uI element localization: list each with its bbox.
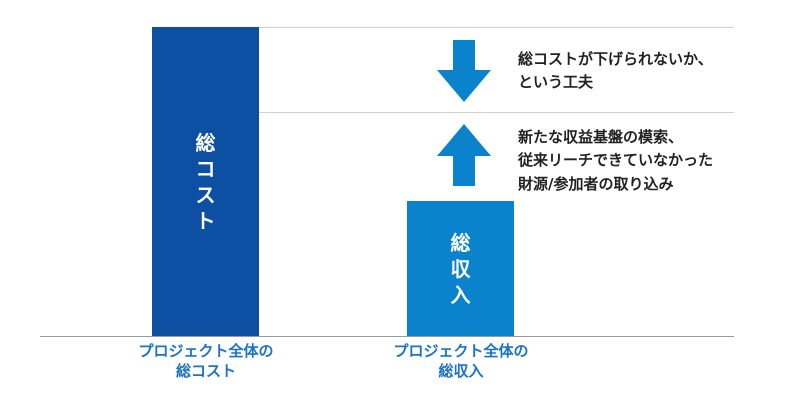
top-reference-line — [256, 27, 734, 28]
cost-reduction-note: 総コストが下げられないか、 という工夫 — [518, 50, 713, 92]
total-cost-bar: 総コスト — [152, 27, 259, 336]
arrow-up-shape — [437, 124, 491, 186]
middle-reference-line — [256, 112, 734, 113]
revenue-expansion-note: 新たな収益基盤の模索、 従来リーチできていなかった 財源/参加者の取り込み — [518, 128, 714, 193]
arrow-up-icon — [437, 124, 491, 186]
total-income-label: プロジェクト全体の 総収入 — [393, 342, 529, 381]
total-income-bar: 総収入 — [407, 201, 514, 336]
baseline — [40, 336, 734, 337]
total-cost-label: プロジェクト全体の 総コスト — [138, 342, 274, 381]
total-income-bar-text: 総収入 — [450, 230, 471, 307]
arrow-down-shape — [437, 40, 491, 102]
total-cost-bar-text: 総コスト — [195, 130, 216, 233]
arrow-down-icon — [437, 40, 491, 102]
